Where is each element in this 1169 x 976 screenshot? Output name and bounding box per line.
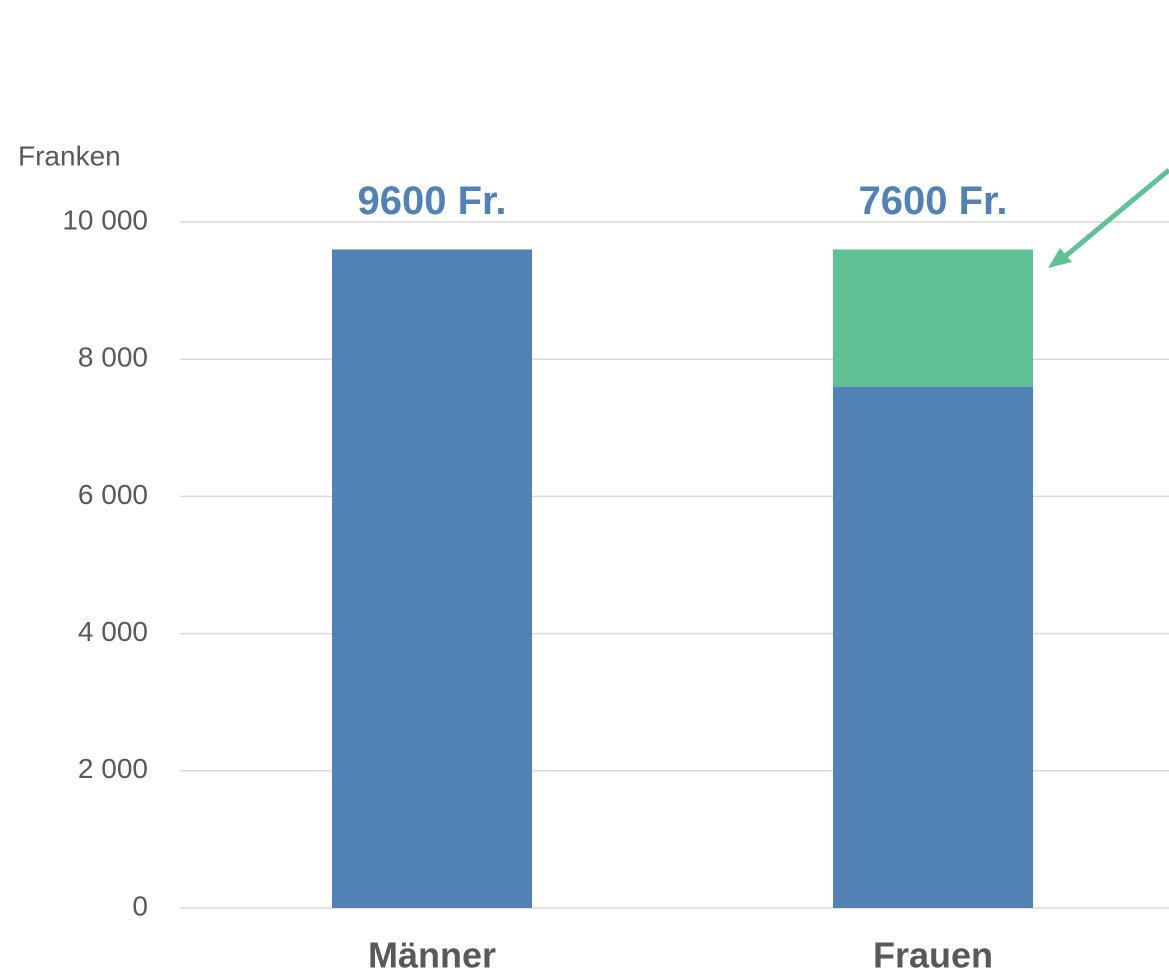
annotation-arrow [1060,168,1169,261]
x-tick-label: Männer [368,935,496,976]
value-label: 7600 Fr. [858,179,1007,223]
value-label: 9600 Fr. [357,179,506,223]
bar-segment [833,386,1033,908]
y-tick-label: 10 000 [62,204,148,235]
bar-segment [833,249,1033,387]
bar-segment [332,249,532,908]
arrow-head [1048,248,1072,268]
y-tick-label: 6 000 [78,479,148,510]
y-tick-label: 4 000 [78,616,148,647]
y-tick-label: 8 000 [78,342,148,373]
y-tick-label: 0 [132,890,148,921]
y-axis-label: Franken [18,140,121,171]
plot-area: 0 2 000 4 000 6 000 8 000 10 000 9600 Fr. Männe… [62,179,1169,976]
y-tick-label: 2 000 [78,753,148,784]
x-tick-label: Frauen [873,935,993,976]
